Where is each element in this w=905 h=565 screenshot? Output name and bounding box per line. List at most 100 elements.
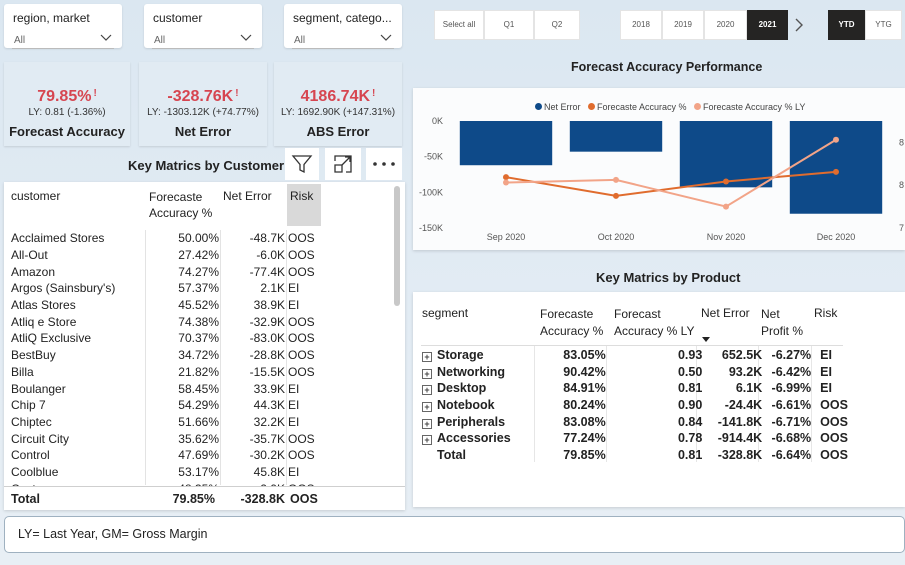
customer-table: customer Forecaste Accuracy % Net Error … bbox=[4, 182, 405, 510]
total-row[interactable]: Total 79.85% 0.81 -328.8K -6.64% OOS bbox=[422, 447, 848, 464]
header-segment[interactable]: segment bbox=[422, 306, 469, 320]
slicer-segment-category[interactable]: segment, catego... All bbox=[284, 4, 402, 49]
risk-cell: OOS bbox=[820, 447, 848, 462]
table-row[interactable]: Argos (Sainsbury's) 57.37% 2.1K EI bbox=[11, 280, 321, 297]
table-row[interactable]: Amazon 74.27% -77.4K OOS bbox=[11, 263, 321, 280]
table-row[interactable]: Acclaimed Stores 50.00% -48.7K OOS bbox=[11, 230, 321, 247]
net-error-cell: -24.4K bbox=[724, 398, 763, 413]
header-net-profit[interactable]: Net Profit % bbox=[761, 306, 803, 340]
series-point bbox=[503, 179, 509, 186]
expand-icon[interactable]: + bbox=[422, 352, 432, 363]
x-tick-label: Oct 2020 bbox=[598, 232, 635, 242]
header-forecast-accuracy[interactable]: Forecaste Accuracy % bbox=[149, 189, 212, 221]
header-risk[interactable]: Risk bbox=[287, 184, 321, 226]
segment-cell: + Peripherals bbox=[422, 413, 532, 430]
select-all-button[interactable]: Select all bbox=[434, 10, 484, 40]
slicer-customer[interactable]: customer All bbox=[144, 4, 262, 49]
footer-note: LY= Last Year, GM= Gross Margin bbox=[18, 527, 208, 541]
year-2020-button[interactable]: 2020 bbox=[704, 10, 747, 40]
profit-cell: -6.27% bbox=[771, 348, 812, 363]
chevron-down-icon[interactable] bbox=[100, 31, 112, 43]
total-risk: OOS bbox=[290, 492, 318, 506]
accuracy-ly-cell: 0.90 bbox=[677, 398, 703, 413]
y2-tick-label: 8 bbox=[899, 180, 904, 190]
table-row[interactable]: + Notebook 80.24% 0.90 -24.4K -6.61% OOS bbox=[422, 397, 848, 414]
product-table-title: Key Matrics by Product bbox=[596, 270, 741, 285]
accuracy-cell: 21.82% bbox=[178, 364, 219, 379]
bar bbox=[789, 121, 883, 214]
x-tick-label: Sep 2020 bbox=[487, 232, 526, 242]
year-2018-button[interactable]: 2018 bbox=[620, 10, 662, 40]
filter-icon bbox=[291, 155, 313, 174]
net-error-cell: 33.9K bbox=[253, 381, 285, 396]
expand-icon[interactable]: + bbox=[422, 385, 432, 396]
expand-icon[interactable]: + bbox=[422, 402, 432, 413]
header-net-error[interactable]: Net Error bbox=[223, 189, 272, 203]
header-risk[interactable]: Risk bbox=[814, 306, 838, 320]
series-line bbox=[505, 138, 837, 208]
table-row[interactable]: Boulanger 58.45% 33.9K EI bbox=[11, 380, 321, 397]
legend-item[interactable]: Net Error bbox=[535, 102, 581, 112]
bar bbox=[459, 121, 553, 166]
header-line: Accuracy % bbox=[149, 206, 213, 220]
table-row[interactable]: + Peripherals 83.08% 0.84 -141.8K -6.71% OOS bbox=[422, 413, 848, 430]
q2-button[interactable]: Q2 bbox=[534, 10, 580, 40]
net-error-cell: -48.7K bbox=[249, 231, 285, 246]
legend-item[interactable]: Forecaste Accuracy % LY bbox=[693, 102, 806, 112]
table-row[interactable]: Chiptec 51.66% 32.2K EI bbox=[11, 414, 321, 431]
year-2021-button[interactable]: 2021 bbox=[747, 10, 788, 40]
net-error-cell: 93.2K bbox=[728, 364, 763, 379]
q1-button[interactable]: Q1 bbox=[484, 10, 534, 40]
legend-item[interactable]: Forecaste Accuracy % bbox=[587, 102, 687, 112]
scrollbar[interactable] bbox=[394, 186, 400, 306]
header-forecast-accuracy-ly[interactable]: Forecast Accuracy % LY bbox=[614, 306, 694, 340]
risk-cell: EI bbox=[288, 414, 300, 429]
y-tick-label: -150K bbox=[419, 223, 443, 233]
table-row[interactable]: Atliq e Store 74.38% -32.9K OOS bbox=[11, 313, 321, 330]
table-row[interactable]: Coolblue 53.17% 45.8K EI bbox=[11, 464, 321, 481]
focus-mode-button[interactable] bbox=[325, 148, 361, 180]
header-customer[interactable]: customer bbox=[11, 189, 61, 203]
table-row[interactable]: BestBuy 34.72% -28.8K OOS bbox=[11, 347, 321, 364]
profit-cell: -6.42% bbox=[771, 364, 812, 379]
table-row[interactable]: Atlas Stores 45.52% 38.9K EI bbox=[11, 297, 321, 314]
kpi-value: 4186.74K bbox=[300, 88, 371, 105]
table-row[interactable]: Chip 7 54.29% 44.3K EI bbox=[11, 397, 321, 414]
year-2019-button[interactable]: 2019 bbox=[662, 10, 704, 40]
customer-cell: All-Out bbox=[11, 248, 48, 263]
segment-cell: + Networking bbox=[422, 364, 532, 381]
table-row[interactable]: All-Out 27.42% -6.0K OOS bbox=[11, 247, 321, 264]
expand-icon[interactable]: + bbox=[422, 435, 432, 446]
table-row[interactable]: + Networking 90.42% 0.50 93.2K -6.42% EI bbox=[422, 364, 848, 381]
risk-cell: OOS bbox=[288, 364, 315, 379]
accuracy-cell: 74.27% bbox=[178, 264, 219, 279]
customer-cell: Chiptec bbox=[11, 414, 52, 429]
chevron-right-icon[interactable] bbox=[794, 18, 804, 32]
segment-label: Storage bbox=[437, 348, 484, 363]
risk-cell: EI bbox=[820, 381, 832, 396]
ytg-button[interactable]: YTG bbox=[865, 10, 902, 40]
chevron-down-icon[interactable] bbox=[380, 31, 392, 43]
header-net-error[interactable]: Net Error bbox=[701, 306, 750, 342]
table-row[interactable]: Billa 21.82% -15.5K OOS bbox=[11, 364, 321, 381]
slicer-region-market[interactable]: region, market All bbox=[4, 4, 122, 49]
ytd-button[interactable]: YTD bbox=[828, 10, 865, 40]
table-row[interactable]: + Storage 83.05% 0.93 652.5K -6.27% EI bbox=[422, 347, 848, 364]
table-row[interactable]: AtliQ Exclusive 70.37% -83.0K OOS bbox=[11, 330, 321, 347]
customer-cell: Circuit City bbox=[11, 431, 70, 446]
customer-cell: Atliq e Store bbox=[11, 314, 77, 329]
series-point bbox=[723, 178, 729, 185]
table-row[interactable]: Control 47.69% -30.2K OOS bbox=[11, 447, 321, 464]
legend-label: Forecaste Accuracy % LY bbox=[702, 102, 806, 112]
table-row[interactable]: + Accessories 77.24% 0.78 -914.4K -6.68% OOS bbox=[422, 430, 848, 447]
footer-note-box: LY= Last Year, GM= Gross Margin bbox=[4, 516, 905, 553]
table-row[interactable]: Circuit City 35.62% -35.7K OOS bbox=[11, 430, 321, 447]
expand-icon[interactable]: + bbox=[422, 418, 432, 429]
expand-icon[interactable]: + bbox=[422, 368, 432, 379]
header-line: Accuracy % LY bbox=[614, 324, 695, 338]
more-options-button[interactable] bbox=[366, 148, 402, 180]
chevron-down-icon[interactable] bbox=[240, 31, 252, 43]
header-forecast-accuracy[interactable]: Forecaste Accuracy % bbox=[540, 306, 603, 340]
filter-button[interactable] bbox=[285, 148, 319, 180]
table-row[interactable]: + Desktop 84.91% 0.81 6.1K -6.99% EI bbox=[422, 380, 848, 397]
